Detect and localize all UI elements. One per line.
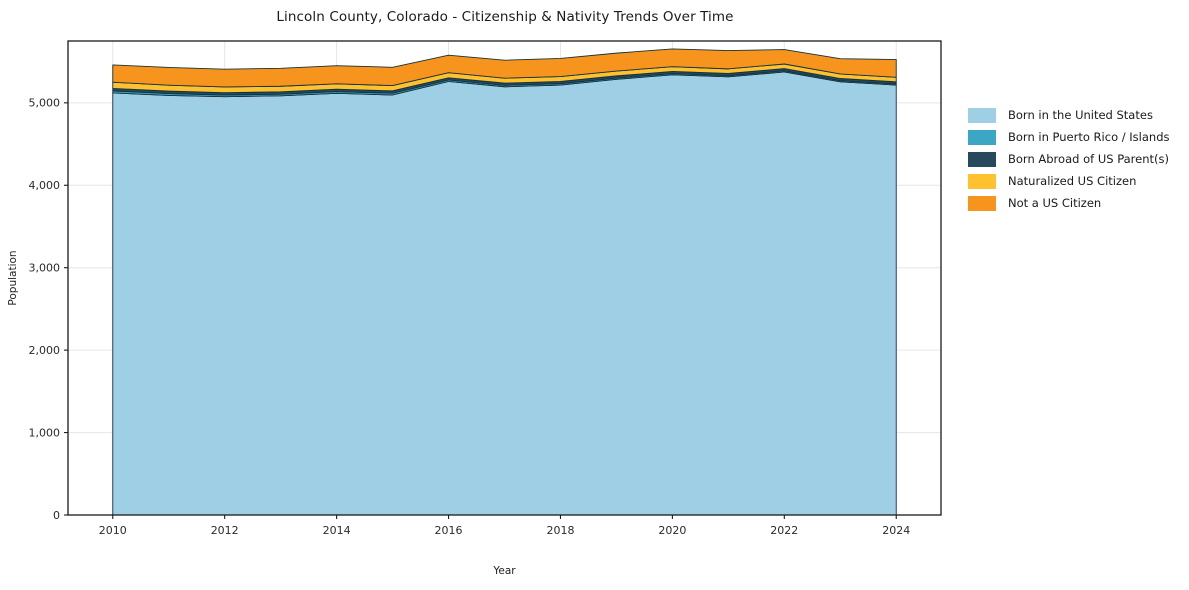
x-axis-tick-label: 2014 [323, 524, 351, 537]
legend-label: Born Abroad of US Parent(s) [1008, 152, 1169, 166]
legend-label: Naturalized US Citizen [1008, 174, 1137, 188]
y-axis-tick-label: 5,000 [29, 97, 61, 110]
legend-swatch [968, 174, 996, 189]
y-axis-tick-label: 4,000 [29, 179, 61, 192]
area-series [112, 48, 897, 88]
y-axis-tick-label: 0 [53, 509, 60, 522]
legend-item[interactable]: Not a US Citizen [968, 193, 1183, 214]
y-axis-tick-label: 1,000 [29, 426, 61, 439]
legend-label: Not a US Citizen [1008, 196, 1102, 210]
legend-swatch [968, 196, 996, 211]
legend-swatch [968, 108, 996, 123]
legend-label: Born in Puerto Rico / Islands [1008, 130, 1170, 144]
chart-title: Lincoln County, Colorado - Citizenship &… [276, 9, 734, 25]
y-axis-tick-label: 2,000 [29, 344, 61, 357]
plot-frame [67, 40, 942, 516]
legend-item[interactable]: Born in Puerto Rico / Islands [968, 127, 1183, 148]
legend-item[interactable]: Naturalized US Citizen [968, 171, 1183, 192]
chart-legend: Born in the United States Born in Puerto … [968, 105, 1183, 215]
legend-swatch [968, 130, 996, 145]
legend-swatch [968, 152, 996, 167]
y-axis-title: Population [7, 250, 19, 305]
area-series [112, 71, 897, 516]
legend-item[interactable]: Born in the United States [968, 105, 1183, 126]
y-axis-tick-label: 3,000 [29, 261, 61, 274]
x-axis: 2010 2012 2014 2016 2018 2020 2022 2024 [99, 515, 910, 537]
x-axis-tick-label: 2012 [211, 524, 239, 537]
y-axis: 0 1,000 2,000 3,000 4,000 5,000 [29, 97, 68, 522]
legend-label: Born in the United States [1008, 108, 1153, 122]
x-axis-tick-label: 2016 [435, 524, 463, 537]
x-axis-title: Year [492, 565, 516, 577]
area-series-group [112, 48, 897, 516]
x-axis-tick-label: 2018 [546, 524, 574, 537]
x-axis-tick-label: 2024 [882, 524, 910, 537]
x-axis-tick-label: 2022 [770, 524, 798, 537]
x-axis-tick-label: 2010 [99, 524, 127, 537]
x-axis-tick-label: 2020 [658, 524, 686, 537]
legend-item[interactable]: Born Abroad of US Parent(s) [968, 149, 1183, 170]
